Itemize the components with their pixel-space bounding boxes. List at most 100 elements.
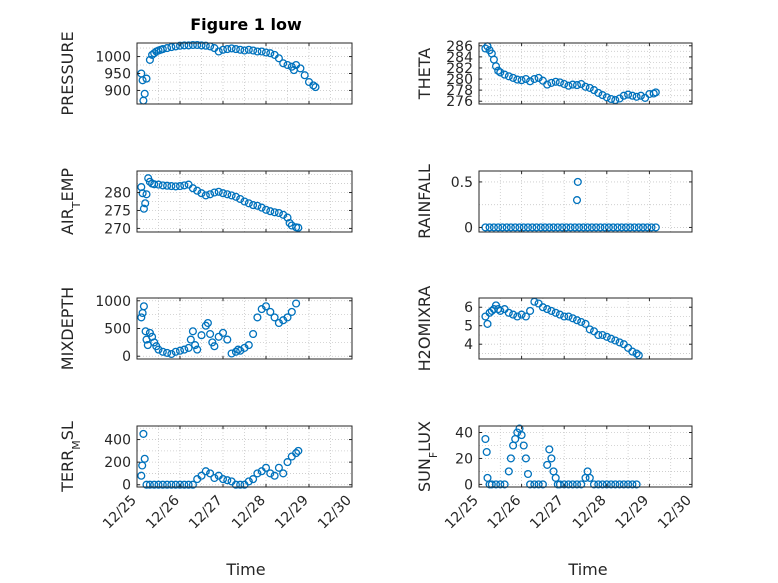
airtemp-point xyxy=(227,191,236,200)
airtemp-point xyxy=(294,223,303,232)
rainfall-point xyxy=(528,223,537,232)
h2omixra-point xyxy=(615,338,624,347)
panel-h2omixra: 4 5 6 H2OMIXRA xyxy=(415,286,693,372)
h2omixra-point xyxy=(594,330,603,340)
pressure-point xyxy=(261,48,271,57)
h2omixra-point xyxy=(513,312,522,321)
airtemp-point xyxy=(167,182,176,191)
sunflux-point xyxy=(506,454,515,463)
h2omixra-ylabel: H2OMIXRA xyxy=(415,286,434,372)
h2omixra-point xyxy=(521,312,530,321)
airtemp-point xyxy=(266,207,275,216)
mixdepth-ytick-label: 500 xyxy=(104,322,131,338)
rainfall-point xyxy=(532,223,541,232)
rainfall-point xyxy=(638,223,648,232)
rainfall-ytick-label: 0.5 xyxy=(451,175,473,191)
mixdepth-point xyxy=(193,345,202,354)
pressure-point xyxy=(180,41,189,50)
terrmsl-point xyxy=(142,480,151,489)
h2omixra-point xyxy=(572,316,582,325)
pressure-point xyxy=(253,47,262,56)
sunflux-point xyxy=(545,445,554,454)
airtemp-point xyxy=(138,189,147,198)
terrmsl-point xyxy=(180,480,189,489)
pressure-point xyxy=(257,47,266,56)
rainfall-point xyxy=(485,223,494,232)
rainfall-point xyxy=(604,223,613,232)
terrmsl-ylabel: TERRMSL xyxy=(58,421,83,493)
rainfall-point xyxy=(523,223,533,232)
h2omixra-point xyxy=(517,310,526,319)
h2omixra-point xyxy=(602,332,611,341)
theta-point xyxy=(481,44,490,53)
pressure-point xyxy=(227,44,236,53)
sunflux-point xyxy=(589,480,599,489)
terrmsl-point xyxy=(210,473,219,483)
mixdepth-point xyxy=(203,318,212,328)
h2omixra-point xyxy=(543,305,552,314)
sunflux-ytick-label: 20 xyxy=(455,451,473,467)
h2omixra-ytick-label: 5 xyxy=(464,319,473,335)
rainfall-point xyxy=(643,223,652,232)
airtemp-ytick-label: 275 xyxy=(104,203,131,219)
mixdepth-ytick-label: 0 xyxy=(122,349,131,365)
h2omixra-point xyxy=(577,317,586,327)
mixdepth-point xyxy=(253,313,262,322)
mixdepth-point xyxy=(197,331,206,340)
rainfall-point xyxy=(489,223,498,232)
terrmsl-point xyxy=(158,480,167,489)
airtemp-point xyxy=(193,186,202,195)
terrmsl-point xyxy=(184,480,193,489)
sunflux-point xyxy=(526,480,535,489)
airtemp-point xyxy=(244,199,253,208)
terrmsl-axes-box xyxy=(136,425,353,488)
h2omixra-ytick-label: 4 xyxy=(464,337,473,353)
mixdepth-point xyxy=(210,342,219,351)
sunflux-point xyxy=(615,480,624,489)
mixdepth-point xyxy=(175,346,185,355)
airtemp-point xyxy=(283,213,292,222)
h2omixra-point xyxy=(628,347,637,356)
sunflux-point xyxy=(624,480,633,489)
pressure-ylabel: PRESSURE xyxy=(58,31,77,115)
figure-title: Figure 1 low xyxy=(190,15,302,34)
mixdepth-point xyxy=(154,345,163,354)
airtemp-point xyxy=(139,204,148,213)
rainfall-point xyxy=(558,223,567,232)
pressure-point xyxy=(138,76,147,85)
rainfall-point xyxy=(575,223,584,232)
theta-point xyxy=(581,82,590,91)
rainfall-point xyxy=(609,223,618,232)
rainfall-point xyxy=(540,223,550,232)
sunflux-point xyxy=(517,431,526,440)
theta-point xyxy=(602,93,611,102)
h2omixra-axes-box xyxy=(478,297,693,360)
sunflux-point xyxy=(521,454,530,463)
sunflux-ylabel: SUNFLUX xyxy=(415,421,440,492)
airtemp-point xyxy=(154,180,163,189)
pressure-point xyxy=(218,45,228,54)
rainfall-point xyxy=(592,223,601,232)
airtemp-point xyxy=(236,194,245,204)
pressure-point xyxy=(240,46,249,55)
h2omixra-point xyxy=(483,319,492,328)
rainfall-axes-box xyxy=(478,170,693,233)
airtemp-point xyxy=(142,190,151,199)
h2omixra-point xyxy=(496,306,505,315)
pressure-point xyxy=(193,40,202,50)
rainfall-point xyxy=(570,223,579,232)
sunflux-point xyxy=(594,480,603,489)
h2omixra-point xyxy=(547,306,556,315)
theta-point xyxy=(568,80,577,89)
h2omixra-point xyxy=(560,312,569,321)
mixdepth-point xyxy=(283,313,292,322)
theta-ytick-label: 276 xyxy=(446,94,473,110)
pressure-point xyxy=(167,43,176,52)
airtemp-point xyxy=(158,181,167,190)
h2omixra-point xyxy=(581,319,590,328)
theta-point xyxy=(607,94,616,104)
terrmsl-point xyxy=(244,477,253,486)
terrmsl-ytick-label: 400 xyxy=(104,433,131,449)
terrmsl-point xyxy=(270,471,279,480)
